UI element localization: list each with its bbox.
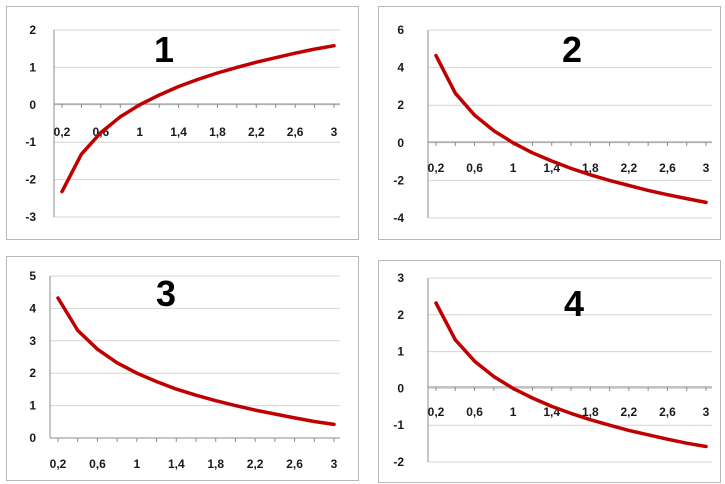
x-tick-label: 2,2 xyxy=(621,161,638,175)
chart-number-label: 3 xyxy=(156,273,176,314)
x-tick-label: 1 xyxy=(510,405,517,419)
series-line xyxy=(60,43,336,194)
x-tick-label: 0,2 xyxy=(54,125,71,139)
y-tick-label: -4 xyxy=(393,211,404,225)
y-tick-label: 2 xyxy=(29,366,36,380)
y-tick-label: 0 xyxy=(397,136,404,150)
x-tick-label: 1,8 xyxy=(207,457,224,471)
x-tick-label: 0,6 xyxy=(89,457,106,471)
y-tick-label: 6 xyxy=(397,23,404,37)
chart-panel-3: 0 1 2 3 4 5 0,2 0,6 1 1,4 1,8 2,2 2,6 3 3 xyxy=(6,256,359,481)
y-tick-label: 2 xyxy=(29,23,36,37)
x-tick-label: 1 xyxy=(136,125,143,139)
chart-number-label: 1 xyxy=(154,29,174,70)
y-tick-label: 3 xyxy=(29,334,36,348)
x-tick-label: 1 xyxy=(134,457,141,471)
y-tick-label: 0 xyxy=(29,431,36,445)
series-line xyxy=(434,301,708,449)
y-tick-label: -3 xyxy=(25,210,36,224)
chart-frame xyxy=(378,260,721,483)
x-tick-label: 0,6 xyxy=(466,405,483,419)
series-line xyxy=(56,296,336,427)
x-tick-label: 0,6 xyxy=(466,161,483,175)
y-tick-label: 4 xyxy=(397,61,404,75)
chart-number-label: 4 xyxy=(564,283,584,324)
y-tick-label: -1 xyxy=(25,135,36,149)
x-tick-label: 1,8 xyxy=(582,405,599,419)
x-tick-label: 1,4 xyxy=(170,125,187,139)
x-tick-label: 2,2 xyxy=(621,405,638,419)
y-tick-label: 4 xyxy=(29,301,36,315)
y-tick-label: 0 xyxy=(29,98,36,112)
x-tick-label: 3 xyxy=(703,161,710,175)
x-tick-label: 2,6 xyxy=(659,405,676,419)
x-tick-label: 3 xyxy=(331,457,338,471)
y-tick-label: 5 xyxy=(29,269,36,283)
chart-frame xyxy=(378,6,721,240)
y-tick-label: 0 xyxy=(397,381,404,395)
y-tick-label: -2 xyxy=(393,455,404,469)
chart-frame xyxy=(6,6,359,240)
x-tick-label: 0,2 xyxy=(428,405,445,419)
x-tick-label: 2,6 xyxy=(659,161,676,175)
x-tick-label: 1,8 xyxy=(582,161,599,175)
x-tick-label: 2,2 xyxy=(247,457,264,471)
y-tick-label: 1 xyxy=(29,399,36,413)
x-tick-label: 0,2 xyxy=(428,161,445,175)
x-tick-label: 1,8 xyxy=(209,125,226,139)
y-tick-label: 1 xyxy=(397,345,404,359)
y-tick-label: 1 xyxy=(29,60,36,74)
y-tick-label: 2 xyxy=(397,98,404,112)
chart-frame xyxy=(6,256,359,481)
y-tick-label: -2 xyxy=(393,173,404,187)
y-tick-label: 3 xyxy=(397,271,404,285)
y-tick-label: 2 xyxy=(397,308,404,322)
chart-number-label: 2 xyxy=(562,29,582,70)
x-tick-label: 1 xyxy=(510,161,517,175)
x-tick-label: 3 xyxy=(331,125,338,139)
x-tick-label: 0,2 xyxy=(50,457,67,471)
series-line xyxy=(434,53,708,205)
x-tick-label: 2,2 xyxy=(248,125,265,139)
y-tick-label: -2 xyxy=(25,173,36,187)
x-tick-label: 2,6 xyxy=(287,125,304,139)
y-tick-label: -1 xyxy=(393,418,404,432)
x-tick-label: 3 xyxy=(703,405,710,419)
x-tick-label: 1,4 xyxy=(168,457,185,471)
x-tick-label: 2,6 xyxy=(286,457,303,471)
